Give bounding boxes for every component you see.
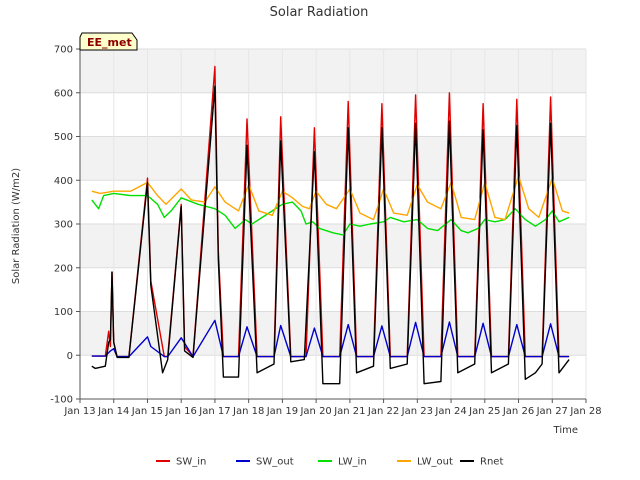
legend-label: SW_out — [256, 457, 294, 468]
x-tick-label: Jan 28 — [569, 406, 601, 417]
x-tick-label: Jan 24 — [434, 406, 466, 417]
series-lines — [91, 65, 570, 385]
x-tick-label: Jan 19 — [266, 406, 298, 417]
plot-band — [80, 311, 586, 356]
x-tick-label: Jan 23 — [401, 406, 433, 417]
x-tick-label: Jan 14 — [97, 406, 129, 417]
x-tick-label: Jan 26 — [502, 406, 534, 417]
station-label-box: EE_met — [79, 32, 138, 51]
plot-band — [80, 136, 586, 181]
plot-band — [80, 267, 586, 312]
y-tick-label: 100 — [54, 307, 73, 318]
x-axis-title: Time — [553, 425, 578, 436]
x-tick-label: Jan 15 — [131, 406, 163, 417]
legend-label: Rnet — [480, 457, 503, 468]
y-tick-label: 700 — [54, 45, 73, 56]
x-tick-label: Jan 13 — [63, 406, 95, 417]
x-tick-label: Jan 16 — [165, 406, 197, 417]
station-label: EE_met — [87, 36, 132, 49]
legend-item-lw-in: LW_in — [318, 457, 367, 468]
legend-label: LW_in — [338, 457, 367, 468]
legend-item-rnet: Rnet — [460, 457, 503, 468]
x-tick-label: Jan 17 — [198, 406, 230, 417]
series-line-sw-out — [91, 319, 570, 358]
series-line-rnet — [91, 85, 570, 385]
legend-item-sw-in: SW_in — [156, 457, 206, 468]
y-tick-label: 200 — [54, 263, 73, 274]
y-axis-title: Solar Radiation (W/m2) — [11, 168, 22, 284]
x-tick-label: Jan 25 — [468, 406, 500, 417]
y-tick-label: 500 — [54, 132, 73, 143]
x-tick-label: Jan 22 — [367, 406, 399, 417]
legend: SW_in SW_out LW_in LW_out Rnet — [156, 457, 503, 468]
x-tick-label: Jan 18 — [232, 406, 264, 417]
plot-band — [80, 224, 586, 268]
y-tick-label: 400 — [54, 176, 73, 187]
y-tick-label: -100 — [50, 395, 73, 406]
y-tick-label: 300 — [54, 220, 73, 231]
series-line-lw-in — [91, 192, 570, 236]
plot-band — [80, 92, 586, 137]
legend-item-lw-out: LW_out — [397, 457, 453, 468]
legend-label: LW_out — [417, 457, 453, 468]
x-tick-label: Jan 27 — [536, 406, 568, 417]
plot-band — [80, 49, 586, 93]
x-tick-label: Jan 21 — [333, 406, 365, 417]
legend-label: SW_in — [176, 457, 206, 468]
y-tick-label: 600 — [54, 88, 73, 99]
plot-band — [80, 355, 586, 399]
x-tick-label: Jan 20 — [299, 406, 331, 417]
chart-title: Solar Radiation — [270, 5, 369, 20]
series-line-lw-out — [91, 175, 570, 221]
y-tick-label: 0 — [67, 351, 73, 362]
legend-item-sw-out: SW_out — [236, 457, 294, 468]
